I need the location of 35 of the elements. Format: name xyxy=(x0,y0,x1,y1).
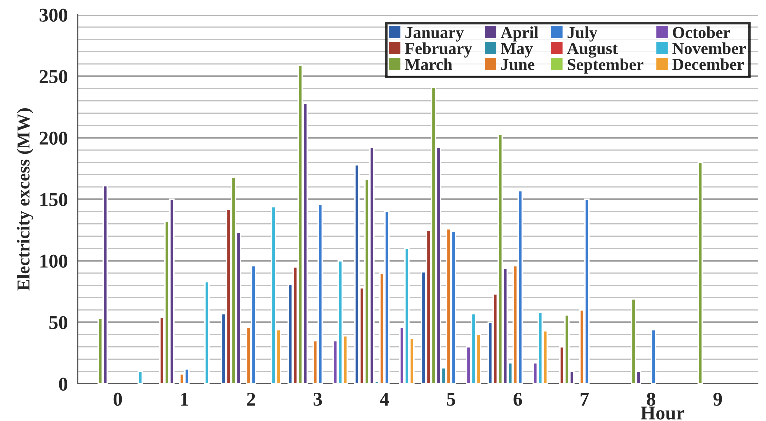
y-tick-label: 50 xyxy=(50,316,68,330)
x-axis-title: Hour xyxy=(640,406,685,420)
x-tick-label: 7 xyxy=(580,393,590,406)
x-tick-label: 1 xyxy=(181,392,189,406)
legend-label: June xyxy=(502,59,535,70)
bar xyxy=(651,329,657,384)
y-axis-title: Electricity excess (MW) xyxy=(17,108,34,291)
x-tick-label: 3 xyxy=(314,392,322,406)
legend-label: April xyxy=(500,26,539,42)
x-tick-label: 6 xyxy=(514,392,522,406)
legend-label: October xyxy=(673,26,730,38)
legend-label: March xyxy=(405,58,452,70)
x-tick-label: 8 xyxy=(647,392,656,406)
legend-label: September xyxy=(568,58,644,74)
bar xyxy=(138,371,144,384)
legend-label: August xyxy=(567,43,618,58)
y-tick-label: 200 xyxy=(40,132,68,145)
x-tick-label: 0 xyxy=(114,392,122,406)
x-tick-label: 2 xyxy=(247,392,256,406)
legend-label: May xyxy=(501,43,534,58)
y-tick-label: 150 xyxy=(40,193,68,206)
x-tick-label: 4 xyxy=(380,393,390,406)
bar xyxy=(204,281,210,384)
legend-label: November xyxy=(672,42,746,54)
y-tick-label: 100 xyxy=(40,254,68,268)
x-tick-label: 9 xyxy=(714,392,722,406)
x-tick-label: 5 xyxy=(447,393,456,406)
y-tick-label: 250 xyxy=(40,70,68,84)
legend-label: January xyxy=(406,27,464,42)
legend-label: July xyxy=(568,26,598,42)
legend-label: February xyxy=(405,42,472,58)
y-tick-label: 300 xyxy=(40,8,68,22)
bar xyxy=(698,162,704,384)
legend-label: December xyxy=(672,58,744,70)
y-tick-label: 0 xyxy=(59,378,68,391)
